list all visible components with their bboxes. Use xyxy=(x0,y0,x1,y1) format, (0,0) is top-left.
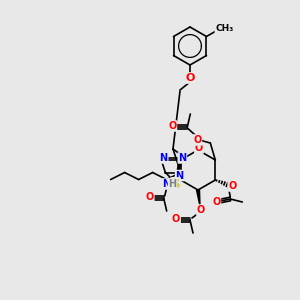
Text: N: N xyxy=(163,179,171,189)
Text: N: N xyxy=(178,153,186,163)
Text: O: O xyxy=(185,73,195,83)
Text: O: O xyxy=(146,192,154,202)
Text: O: O xyxy=(172,214,180,224)
Text: O: O xyxy=(197,205,205,215)
Text: O: O xyxy=(168,121,176,131)
Text: O: O xyxy=(193,135,201,145)
Polygon shape xyxy=(176,160,182,181)
Text: O: O xyxy=(195,143,203,153)
Text: N: N xyxy=(176,170,184,181)
Text: H: H xyxy=(169,179,177,189)
Polygon shape xyxy=(196,190,200,206)
Text: CH₃: CH₃ xyxy=(215,24,234,33)
Text: O: O xyxy=(228,181,236,191)
Text: S: S xyxy=(171,178,180,191)
Text: N: N xyxy=(160,153,168,163)
Text: O: O xyxy=(212,197,220,207)
